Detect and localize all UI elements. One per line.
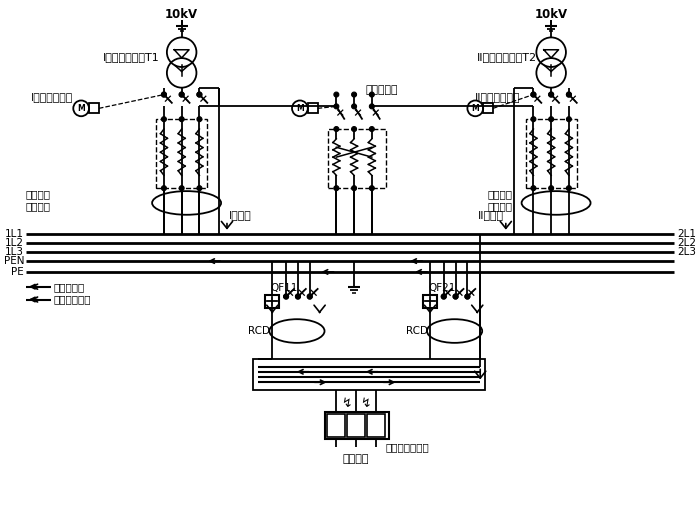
Text: 10kV: 10kV: [165, 9, 198, 21]
Circle shape: [162, 117, 167, 122]
Bar: [265, 295, 279, 309]
Circle shape: [465, 294, 470, 299]
Bar: [89, 103, 99, 113]
Text: 单相接地故障点: 单相接地故障点: [386, 442, 429, 452]
Text: RCD: RCD: [406, 326, 428, 336]
Circle shape: [197, 92, 202, 97]
Circle shape: [179, 117, 184, 122]
Circle shape: [531, 186, 536, 190]
Circle shape: [566, 92, 571, 97]
Text: 母联断路器: 母联断路器: [366, 85, 398, 95]
Text: QF11: QF11: [270, 282, 298, 293]
Circle shape: [295, 294, 300, 299]
Circle shape: [370, 186, 374, 190]
Text: II段进线断路器: II段进线断路器: [475, 93, 521, 103]
Circle shape: [334, 104, 339, 109]
Text: I段母线: I段母线: [229, 210, 252, 220]
Circle shape: [334, 186, 339, 190]
Text: 1L3: 1L3: [5, 247, 24, 257]
Bar: [325, 412, 388, 439]
Circle shape: [334, 92, 339, 97]
Text: I段进线断路器: I段进线断路器: [31, 93, 74, 103]
Circle shape: [370, 92, 374, 97]
Text: PE: PE: [11, 267, 24, 277]
Text: 2L3: 2L3: [678, 247, 696, 257]
Circle shape: [370, 127, 374, 131]
Circle shape: [531, 117, 536, 122]
Circle shape: [179, 92, 184, 97]
Bar: [253, 359, 485, 390]
Circle shape: [351, 186, 356, 190]
Circle shape: [162, 92, 167, 97]
Circle shape: [531, 92, 536, 97]
Circle shape: [566, 117, 571, 122]
Circle shape: [441, 294, 446, 299]
Circle shape: [465, 294, 470, 299]
Text: 2L2: 2L2: [678, 238, 696, 248]
Circle shape: [351, 127, 356, 131]
Circle shape: [179, 92, 184, 97]
Circle shape: [441, 294, 446, 299]
Text: M: M: [296, 104, 304, 113]
Circle shape: [351, 104, 356, 109]
Circle shape: [549, 92, 554, 97]
Text: II段母线: II段母线: [478, 210, 504, 220]
Text: 2L1: 2L1: [678, 229, 696, 239]
Text: 10kV: 10kV: [535, 9, 568, 21]
Bar: [423, 295, 437, 309]
Bar: [367, 414, 384, 437]
Bar: [328, 414, 345, 437]
Circle shape: [549, 117, 554, 122]
Circle shape: [284, 294, 288, 299]
Text: M: M: [77, 104, 85, 113]
Circle shape: [549, 186, 554, 190]
Text: 1L2: 1L2: [5, 238, 24, 248]
Circle shape: [549, 92, 554, 97]
Circle shape: [197, 117, 202, 122]
Circle shape: [307, 294, 312, 299]
Bar: [526, 119, 577, 188]
Bar: [308, 103, 318, 113]
Bar: [483, 103, 493, 113]
Text: 用电设备: 用电设备: [343, 454, 370, 464]
Circle shape: [351, 92, 356, 97]
Circle shape: [179, 186, 184, 190]
Circle shape: [453, 294, 458, 299]
Circle shape: [284, 294, 288, 299]
Circle shape: [295, 294, 300, 299]
Circle shape: [370, 104, 374, 109]
Text: QF21: QF21: [428, 282, 456, 293]
Bar: [347, 414, 365, 437]
Text: 中性线电流: 中性线电流: [54, 281, 85, 292]
Circle shape: [334, 127, 339, 131]
Circle shape: [566, 186, 571, 190]
Circle shape: [197, 92, 202, 97]
Circle shape: [162, 186, 167, 190]
Circle shape: [307, 294, 312, 299]
Text: RCD: RCD: [248, 326, 270, 336]
Text: ↯: ↯: [360, 397, 371, 411]
Text: 接地故障
电流检测: 接地故障 电流检测: [487, 189, 512, 211]
Bar: [156, 119, 207, 188]
Text: 接地故障
电流检测: 接地故障 电流检测: [26, 189, 51, 211]
Circle shape: [531, 92, 536, 97]
Circle shape: [566, 92, 571, 97]
Text: ↯: ↯: [341, 397, 351, 411]
Text: M: M: [471, 104, 480, 113]
Text: 1L1: 1L1: [5, 229, 24, 239]
Text: PEN: PEN: [4, 256, 24, 266]
Text: II段电力变压器T2: II段电力变压器T2: [477, 52, 538, 62]
Circle shape: [162, 92, 167, 97]
Bar: [328, 129, 386, 188]
Text: I段电力变压器T1: I段电力变压器T1: [103, 52, 160, 62]
Circle shape: [197, 186, 202, 190]
Text: 接地故障电流: 接地故障电流: [54, 295, 91, 304]
Circle shape: [453, 294, 458, 299]
